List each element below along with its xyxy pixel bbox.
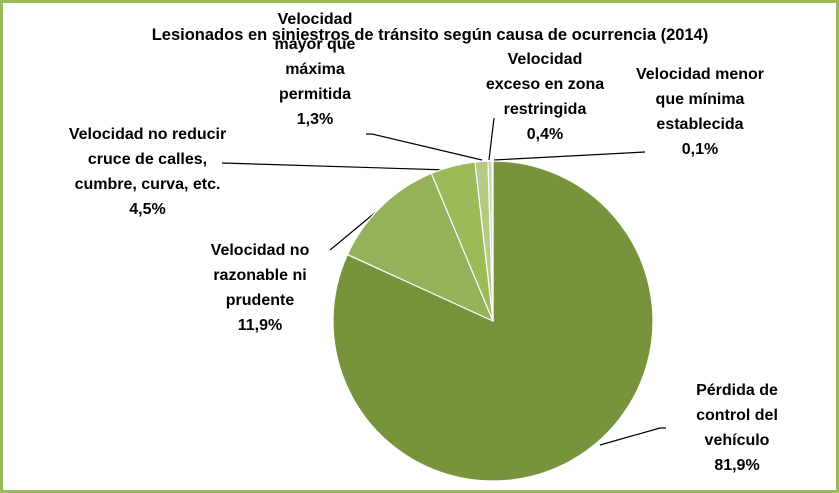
category-label: Pérdida de control del vehículo bbox=[696, 382, 778, 449]
leader-line bbox=[221, 162, 449, 171]
value-label: 0,4% bbox=[526, 126, 564, 143]
slice-label: Velocidad menor que mínima establecida 0,… bbox=[630, 62, 770, 162]
category-label: Velocidad no reducir cruce de calles, cu… bbox=[68, 126, 227, 193]
slice-label: Velocidad exceso en zona restringida 0,4% bbox=[480, 47, 610, 147]
leader-line bbox=[493, 151, 646, 161]
pie-slice bbox=[346, 172, 495, 323]
leader-line bbox=[599, 427, 666, 446]
leader-line bbox=[488, 117, 495, 161]
pie-slice bbox=[491, 160, 494, 322]
leader-lines bbox=[221, 117, 666, 446]
leader-line bbox=[366, 133, 483, 161]
value-label: 11,9% bbox=[237, 317, 283, 334]
category-label: Velocidad mayor que máxima permitida bbox=[274, 11, 356, 103]
slice-label: Velocidad mayor que máxima permitida 1,3% bbox=[255, 7, 375, 132]
value-label: 0,1% bbox=[681, 141, 719, 158]
chart-title: Lesionados en siniestros de tránsito seg… bbox=[151, 26, 709, 44]
value-label: 4,5% bbox=[129, 201, 166, 218]
value-label: 81,9% bbox=[714, 457, 760, 474]
value-label: 1,3% bbox=[296, 111, 334, 128]
category-label: Velocidad no razonable ni prudente bbox=[210, 242, 310, 309]
category-label: Velocidad menor que mínima establecida bbox=[635, 66, 765, 133]
slice-label: Pérdida de control del vehículo 81,9% bbox=[672, 378, 802, 478]
slice-label: Velocidad no razonable ni prudente 11,9% bbox=[185, 238, 335, 338]
slice-label: Velocidad no reducir cruce de calles, cu… bbox=[60, 122, 235, 222]
category-label: Velocidad exceso en zona restringida bbox=[485, 51, 605, 118]
